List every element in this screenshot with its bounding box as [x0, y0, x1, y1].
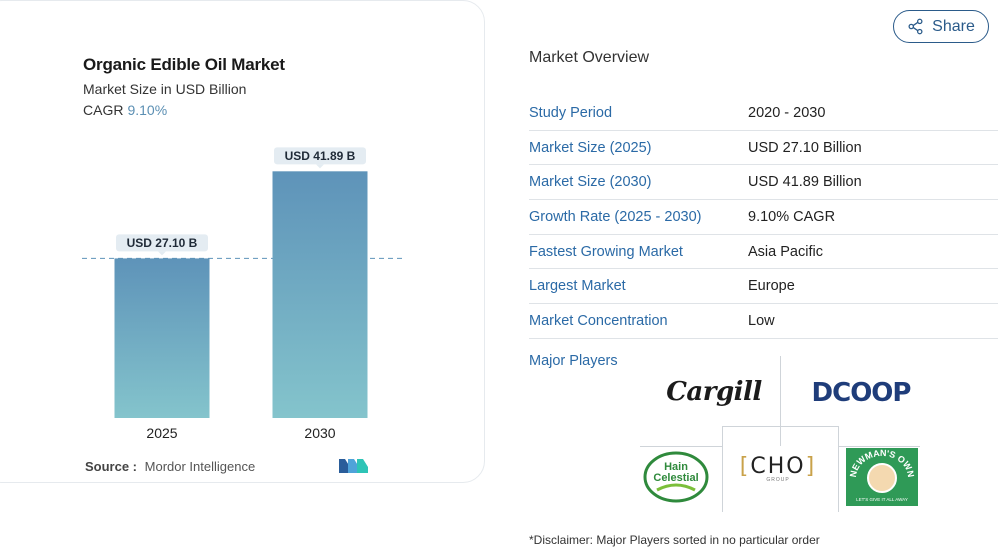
dcoop-logo-text: DCOOP	[811, 378, 912, 408]
disclaimer-text: *Disclaimer: Major Players sorted in no …	[529, 533, 820, 547]
hain-logo-line2: Celestial	[653, 472, 698, 484]
cho-logo-text-row: [CHO]	[739, 453, 817, 479]
players-grid-divider	[722, 426, 839, 427]
bar-chart: USD 27.10 B 2025 USD 41.89 B 2030	[82, 147, 402, 441]
newmans-own-logo[interactable]: NEWMAN'S OWN LET'S GIVE IT ALL AWAY	[846, 448, 918, 506]
overview-key[interactable]: Market Size (2030)	[529, 174, 652, 191]
data-label: USD 27.10 B	[127, 236, 198, 250]
share-label: Share	[932, 17, 975, 35]
overview-key[interactable]: Largest Market	[529, 278, 626, 295]
overview-key[interactable]: Market Size (2025)	[529, 139, 652, 156]
chart-subtitle: Market Size in USD Billion	[83, 81, 247, 97]
overview-row-largest-market: Largest Market Europe	[529, 269, 998, 305]
data-label-bg	[274, 147, 366, 165]
market-chart-card	[0, 0, 485, 483]
hain-celestial-logo-mark: Hain Celestial	[643, 451, 709, 503]
bar-2025[interactable]	[114, 258, 210, 418]
overview-key[interactable]: Fastest Growing Market	[529, 243, 683, 260]
data-label-pointer	[158, 251, 166, 256]
cargill-logo[interactable]: Cargill	[664, 372, 764, 412]
players-grid-divider	[722, 426, 723, 512]
data-label-bg	[116, 234, 208, 252]
overview-value: Europe	[748, 278, 795, 295]
overview-value: 2020 - 2030	[748, 104, 826, 121]
data-label-pointer	[316, 164, 324, 169]
source-label: Source :	[85, 459, 138, 474]
cho-logo-text: CHO	[750, 453, 806, 479]
major-players-label[interactable]: Major Players	[529, 353, 618, 369]
chart-title: Organic Edible Oil Market	[83, 55, 285, 74]
market-overview-title: Market Overview	[529, 49, 650, 66]
cargill-logo-text: Cargill	[666, 377, 762, 407]
hain-celestial-logo[interactable]: Hain Celestial	[643, 450, 709, 504]
market-overview-table: Study Period 2020 - 2030 Market Size (20…	[529, 96, 998, 339]
newmans-own-logo-mark: NEWMAN'S OWN LET'S GIVE IT ALL AWAY	[846, 448, 918, 506]
overview-value: Asia Pacific	[748, 243, 823, 260]
players-grid-divider	[838, 426, 839, 512]
overview-row-growth-rate: Growth Rate (2025 - 2030) 9.10% CAGR	[529, 200, 998, 235]
overview-value: USD 27.10 Billion	[748, 139, 862, 156]
source-line: Source : Mordor Intelligence	[85, 459, 255, 474]
dcoop-logo[interactable]: DCOOP	[812, 376, 912, 410]
x-tick-label: 2025	[146, 425, 177, 441]
overview-key[interactable]: Study Period	[529, 104, 613, 121]
mordor-intelligence-logo	[339, 459, 368, 473]
bar-2030[interactable]	[272, 171, 368, 418]
overview-row-market-size-2030: Market Size (2030) USD 41.89 Billion	[529, 165, 998, 201]
source-value: Mordor Intelligence	[144, 459, 256, 474]
share-button[interactable]: Share	[893, 10, 989, 43]
overview-key[interactable]: Growth Rate (2025 - 2030)	[529, 208, 702, 225]
overview-value: USD 41.89 Billion	[748, 174, 862, 191]
overview-row-concentration: Market Concentration Low	[529, 304, 998, 339]
cagr-value: 9.10%	[127, 102, 168, 118]
overview-row-study-period: Study Period 2020 - 2030	[529, 96, 998, 131]
overview-value: 9.10% CAGR	[748, 208, 836, 225]
x-tick-label: 2030	[304, 425, 335, 441]
cagr-label: CAGR	[83, 102, 124, 118]
hain-logo-line1: Hain	[664, 461, 688, 473]
newman-logo-tagline: LET'S GIVE IT ALL AWAY	[856, 497, 908, 502]
players-grid-divider	[838, 446, 920, 447]
cho-group-logo[interactable]: [CHO] GROUP	[736, 448, 820, 488]
cagr-line: CAGR 9.10%	[83, 102, 167, 118]
players-grid-divider	[640, 446, 722, 447]
players-grid-divider	[780, 356, 781, 446]
overview-key[interactable]: Market Concentration	[529, 312, 668, 329]
share-icon	[908, 18, 923, 35]
overview-row-market-size-2025: Market Size (2025) USD 27.10 Billion	[529, 131, 998, 166]
overview-value: Low	[748, 312, 775, 329]
overview-row-fastest-growing: Fastest Growing Market Asia Pacific	[529, 235, 998, 270]
cho-logo-sub: GROUP	[766, 476, 790, 483]
data-label: USD 41.89 B	[285, 149, 356, 163]
